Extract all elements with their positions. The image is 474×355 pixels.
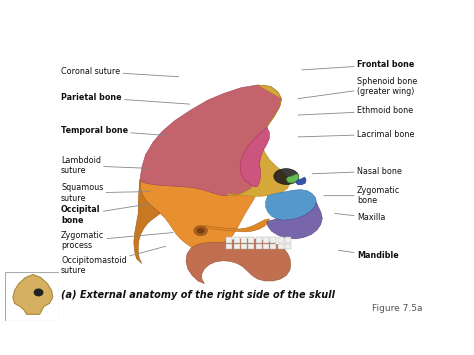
Circle shape (197, 228, 204, 233)
FancyBboxPatch shape (278, 244, 284, 249)
FancyBboxPatch shape (271, 244, 276, 249)
Polygon shape (296, 177, 306, 185)
FancyBboxPatch shape (278, 237, 284, 243)
FancyBboxPatch shape (256, 237, 262, 243)
FancyBboxPatch shape (248, 244, 255, 249)
Text: Occipitomastoid
suture: Occipitomastoid suture (61, 246, 166, 275)
Text: Temporal bone: Temporal bone (61, 126, 168, 136)
Polygon shape (228, 85, 290, 196)
Text: Occipital
bone: Occipital bone (61, 204, 149, 224)
Polygon shape (13, 274, 53, 314)
Text: Coronal suture: Coronal suture (61, 67, 179, 77)
Polygon shape (140, 85, 282, 196)
Ellipse shape (34, 289, 44, 296)
FancyBboxPatch shape (241, 237, 247, 243)
Text: Nasal bone: Nasal bone (312, 166, 401, 176)
Circle shape (194, 226, 207, 236)
FancyBboxPatch shape (263, 244, 269, 249)
Polygon shape (140, 179, 258, 251)
Polygon shape (267, 202, 322, 239)
FancyBboxPatch shape (263, 237, 269, 243)
FancyBboxPatch shape (234, 237, 240, 243)
FancyBboxPatch shape (256, 244, 262, 249)
Text: Frontal bone: Frontal bone (301, 60, 414, 70)
Text: Lambdoid
suture: Lambdoid suture (61, 156, 149, 175)
FancyBboxPatch shape (241, 244, 247, 249)
Text: (a) External anatomy of the right side of the skull: (a) External anatomy of the right side o… (61, 290, 335, 300)
FancyBboxPatch shape (285, 237, 291, 243)
FancyBboxPatch shape (227, 237, 232, 243)
Polygon shape (286, 174, 299, 183)
FancyBboxPatch shape (234, 244, 240, 249)
FancyBboxPatch shape (248, 237, 255, 243)
FancyBboxPatch shape (227, 244, 232, 249)
Text: Zygomatic
bone: Zygomatic bone (324, 186, 400, 206)
Text: Figure 7.5a: Figure 7.5a (373, 304, 423, 313)
Polygon shape (266, 190, 316, 220)
Text: Sphenoid bone
(greater wing): Sphenoid bone (greater wing) (298, 77, 417, 99)
Text: Zygomatic
process: Zygomatic process (61, 231, 173, 251)
Polygon shape (240, 127, 269, 187)
Text: Ethmoid bone: Ethmoid bone (298, 106, 413, 115)
Polygon shape (134, 179, 160, 263)
Text: Maxilla: Maxilla (335, 213, 385, 222)
Text: Lacrimal bone: Lacrimal bone (298, 130, 414, 139)
Polygon shape (204, 219, 269, 232)
Text: Mandible: Mandible (338, 250, 399, 260)
FancyBboxPatch shape (271, 237, 276, 243)
Polygon shape (186, 239, 291, 284)
Text: Parietal bone: Parietal bone (61, 93, 190, 104)
Text: Squamous
suture: Squamous suture (61, 183, 149, 203)
Ellipse shape (274, 169, 299, 185)
FancyBboxPatch shape (285, 244, 291, 249)
